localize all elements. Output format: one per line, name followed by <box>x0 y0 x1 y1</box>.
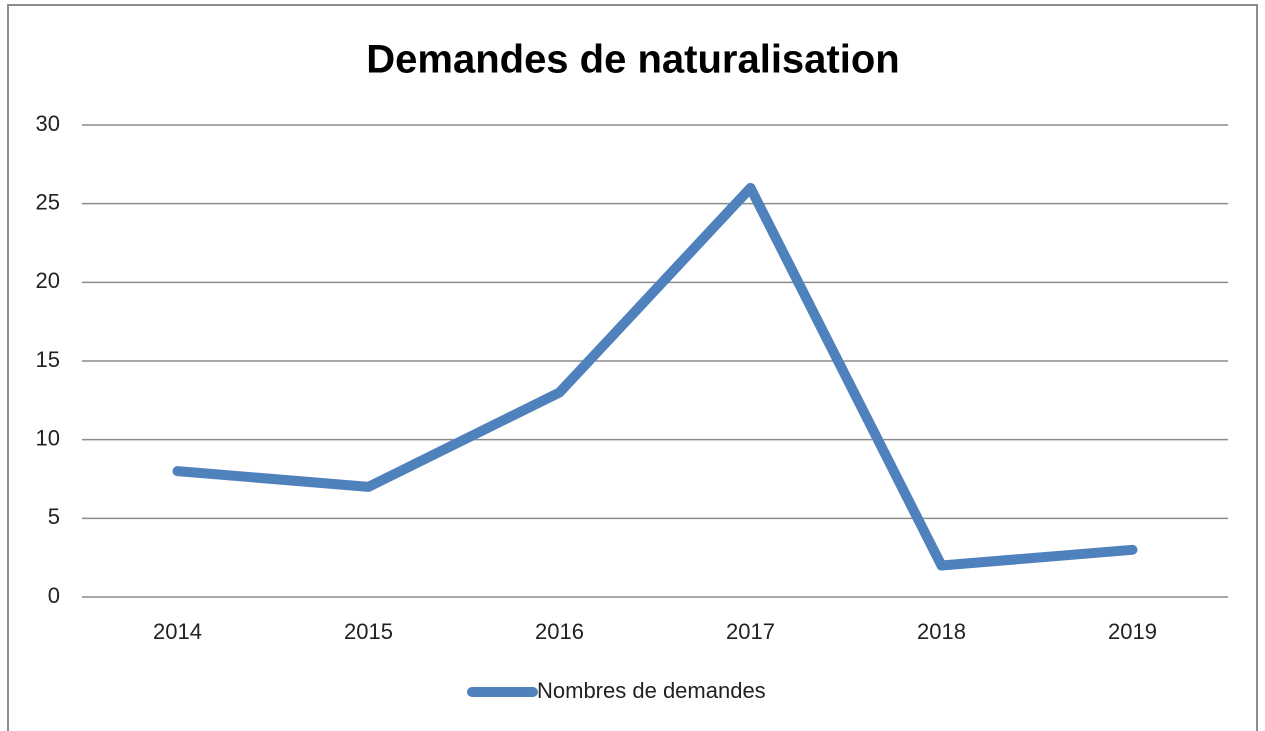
x-tick-label: 2019 <box>1108 619 1157 644</box>
series-line <box>172 182 1138 571</box>
x-tick-label: 2017 <box>726 619 775 644</box>
x-tick-label: 2018 <box>917 619 966 644</box>
y-tick-label: 0 <box>48 583 60 608</box>
x-tick-label: 2016 <box>535 619 584 644</box>
y-tick-label: 5 <box>48 504 60 529</box>
chart-frame <box>7 4 1258 731</box>
y-tick-label: 30 <box>36 111 60 136</box>
x-tick-label: 2014 <box>153 619 202 644</box>
y-tick-label: 15 <box>36 347 60 372</box>
x-tick-label: 2015 <box>344 619 393 644</box>
legend-label: Nombres de demandes <box>537 678 766 703</box>
y-tick-label: 10 <box>36 425 60 450</box>
chart-title: Demandes de naturalisation <box>366 38 899 82</box>
y-tick-label: 20 <box>36 268 60 293</box>
y-tick-label: 25 <box>36 189 60 214</box>
